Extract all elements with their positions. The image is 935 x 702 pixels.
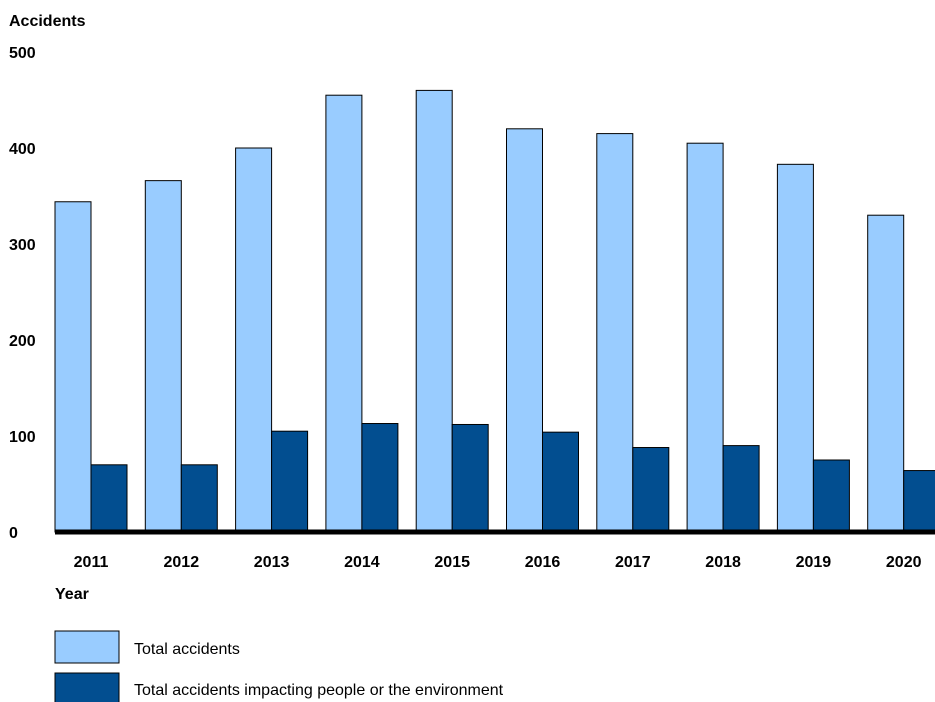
bar-impacting-accidents [632,447,670,533]
x-tick-label: 2020 [886,554,922,571]
bar-impacting-accidents [361,423,399,533]
bar-impacting-accidents [722,445,760,533]
bar-total-accidents [54,201,92,533]
bars [54,89,935,533]
x-tick-label: 2012 [164,554,200,571]
bar-total-accidents [325,94,363,533]
bar-impacting-accidents [271,430,309,533]
y-axis-title: Accidents [9,13,86,30]
x-axis-title: Year [55,586,89,603]
y-tick-label: 200 [9,333,36,350]
bar-total-accidents [596,133,634,533]
x-tick-label: 2017 [615,554,651,571]
bar-total-accidents [867,214,905,533]
bar-impacting-accidents [451,423,489,533]
bar-impacting-accidents [90,464,128,533]
x-tick-label: 2013 [254,554,290,571]
bar-total-accidents [686,142,724,533]
x-tick-label: 2018 [705,554,741,571]
y-tick-label: 400 [9,141,36,158]
legend-label-total: Total accidents [134,641,240,658]
legend-swatch-impacting [54,672,120,702]
legend-label-impacting: Total accidents impacting people or the … [134,682,504,699]
bar-impacting-accidents [812,459,850,533]
legend: Total accidents Total accidents impactin… [54,630,504,702]
bar-impacting-accidents [903,470,935,533]
bar-impacting-accidents [542,431,579,533]
y-tick-label: 0 [9,525,18,542]
x-axis-ticks: 2011 2012 2013 2014 2015 2016 2017 2018 2019 2020 [74,554,922,571]
x-tick-label: 2016 [525,554,561,571]
x-tick-label: 2019 [796,554,832,571]
bar-impacting-accidents [180,464,218,533]
y-tick-label: 300 [9,237,36,254]
x-tick-label: 2011 [74,554,109,571]
legend-swatch-total [54,630,120,664]
bar-total-accidents [415,89,453,533]
bar-total-accidents [506,128,543,533]
y-tick-label: 100 [9,429,36,446]
y-axis-ticks: 0 100 200 300 400 500 [9,45,36,542]
bar-total-accidents [235,147,273,533]
y-tick-label: 500 [9,45,36,62]
x-tick-label: 2014 [344,554,380,571]
bar-total-accidents [144,180,182,533]
bar-total-accidents [776,163,814,533]
x-tick-label: 2015 [434,554,470,571]
